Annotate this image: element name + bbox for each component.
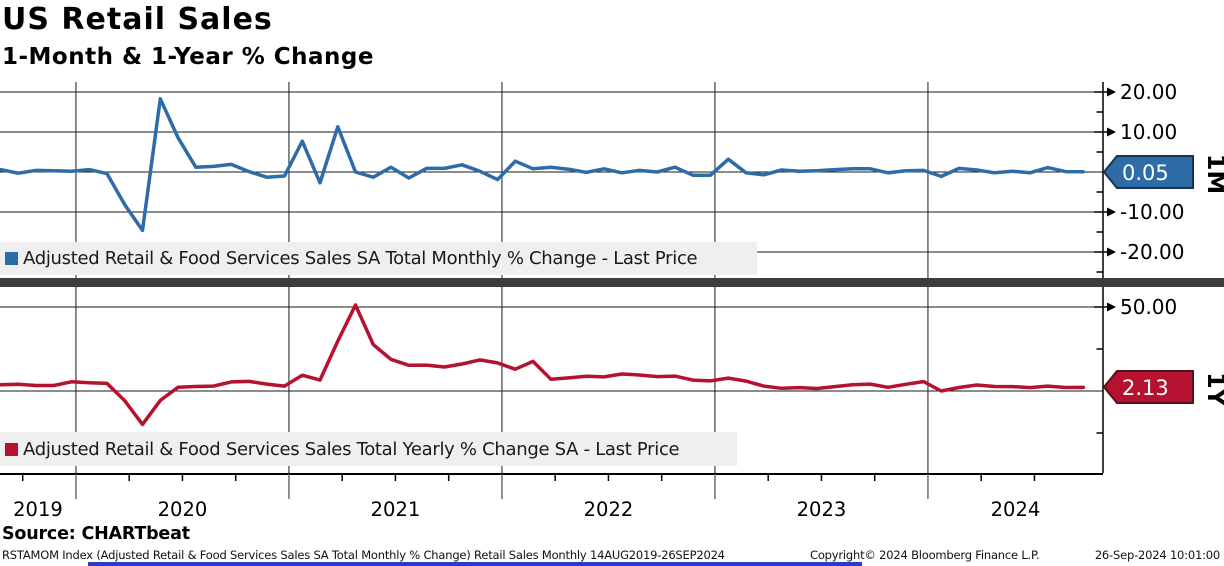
svg-text:2020: 2020 [158,498,208,521]
legend-1y[interactable]: Adjusted Retail & Food Services Sales To… [0,432,737,466]
badge-shape-1y [1103,370,1194,405]
footnote-timestamp: 26-Sep-2024 10:01:00 [1094,548,1220,562]
bottom-window-edge [88,562,862,566]
svg-text:2023: 2023 [797,498,847,521]
svg-text:2021: 2021 [371,498,421,521]
x-axis: 2019 2020 2021 2022 2023 2024 [0,473,1103,521]
last-price-badge-1m[interactable]: 0.05 [1103,154,1197,190]
footnote-copyright: Copyright© 2024 Bloomberg Finance L.P. [810,548,1040,562]
axis-side-label-1y: 1Y [1202,372,1224,407]
legend-swatch-1y [5,442,18,456]
page-subtitle: 1-Month & 1-Year % Change [2,44,374,70]
legend-label-1y: Adjusted Retail & Food Services Sales To… [23,438,680,460]
footnote-ticker: RSTAMOM Index (Adjusted Retail & Food Se… [2,548,725,562]
panel-divider[interactable] [0,278,1224,287]
svg-text:2024: 2024 [991,498,1041,521]
badge-shape-1m [1103,154,1194,189]
legend-swatch-1m [5,252,18,265]
last-price-badge-1y[interactable]: 2.13 [1103,369,1197,405]
axis-side-label-1m: 1M [1202,153,1224,195]
svg-text:2022: 2022 [584,498,634,521]
legend-1m[interactable]: Adjusted Retail & Food Services Sales SA… [0,242,757,275]
badge-value-1y: 2.13 [1122,376,1169,400]
badge-value-1m: 0.05 [1122,161,1169,185]
svg-text:2019: 2019 [13,498,63,521]
page-title: US Retail Sales [2,2,273,37]
legend-label-1m: Adjusted Retail & Food Services Sales SA… [23,248,698,269]
source-line: Source: CHARTbeat [2,524,190,544]
